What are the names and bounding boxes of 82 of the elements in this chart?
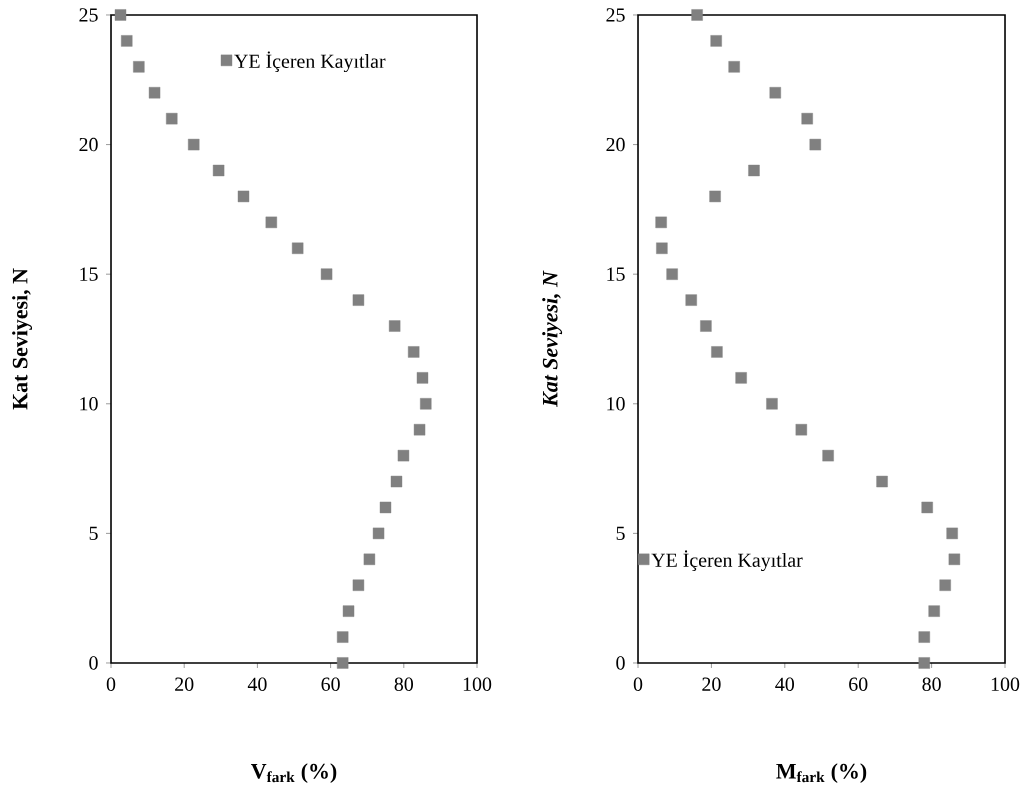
point (336, 631, 349, 643)
x-tick-label: 60 (321, 677, 340, 691)
point (342, 605, 355, 617)
point (416, 372, 429, 384)
point (691, 9, 703, 21)
x-tick-label: 60 (849, 677, 868, 691)
point (939, 579, 951, 591)
x-tick-label: 0 (106, 677, 116, 691)
point (656, 242, 668, 254)
point (700, 320, 712, 332)
y-axis-title: Kat Seviyesi, N (12, 268, 33, 410)
point (921, 501, 933, 514)
y-tick-label: 0 (89, 656, 98, 670)
point (685, 294, 697, 306)
y-tick-label: 25 (606, 8, 625, 22)
point (876, 475, 888, 488)
point (822, 449, 834, 462)
y-axis-title: Kat Seviyesi, N (542, 270, 563, 408)
x-axis-title: V$_{fark}$ (%) (251, 763, 337, 784)
y-tick-label: 15 (80, 267, 98, 281)
point (918, 657, 930, 669)
point (735, 372, 747, 384)
x-axis-title: M$_{fark}$ (%) (776, 763, 867, 784)
x-tick-label: 20 (175, 677, 194, 691)
point (352, 579, 365, 591)
point (212, 164, 225, 177)
point (379, 501, 392, 514)
point (114, 9, 127, 21)
y-tick-label: 15 (607, 267, 625, 281)
point (121, 35, 133, 47)
point (390, 475, 403, 488)
point (352, 294, 365, 306)
point (413, 424, 426, 436)
x-tick-label: 0 (633, 677, 643, 691)
point (397, 449, 410, 462)
point (801, 112, 813, 125)
point (372, 527, 385, 540)
x-tick-label: 80 (394, 677, 414, 691)
point (748, 164, 760, 177)
point (928, 605, 940, 617)
point (320, 268, 333, 280)
point (407, 346, 420, 358)
legend-label: YE İçeren Kayıtlar (234, 51, 386, 73)
y-tick-label: 25 (79, 8, 98, 22)
point (709, 190, 721, 203)
point (388, 320, 401, 332)
y-tick-label: 10 (607, 397, 625, 411)
x-tick-label: 40 (775, 677, 795, 691)
y-tick-label: 10 (80, 397, 98, 411)
point (336, 657, 349, 669)
point (710, 35, 722, 47)
point (363, 553, 376, 565)
point (918, 631, 930, 643)
x-tick-label: 100 (991, 677, 1020, 691)
x-tick-label: 80 (922, 677, 941, 691)
x-tick-label: 100 (463, 677, 492, 691)
point (188, 138, 200, 151)
point (291, 242, 304, 254)
y-tick-label: 5 (89, 526, 98, 540)
y-tick-label: 0 (616, 656, 625, 670)
point (809, 138, 821, 151)
point (148, 87, 161, 99)
x-tick-label: 20 (702, 677, 721, 691)
point (766, 398, 778, 410)
legend-label: YE İçeren Kayıtlar (651, 550, 803, 572)
point (948, 553, 961, 565)
point (711, 346, 723, 358)
point (655, 216, 667, 229)
point (265, 216, 278, 229)
point (237, 190, 250, 203)
point (795, 424, 808, 436)
point (133, 61, 145, 73)
y-tick-label: 5 (616, 526, 625, 540)
point (769, 87, 781, 99)
point (728, 61, 740, 73)
point (166, 112, 178, 125)
point (946, 527, 958, 540)
point (420, 398, 432, 410)
x-tick-label: 40 (247, 677, 267, 691)
y-tick-label: 20 (606, 137, 625, 152)
y-tick-label: 20 (79, 137, 98, 152)
point (666, 268, 678, 280)
